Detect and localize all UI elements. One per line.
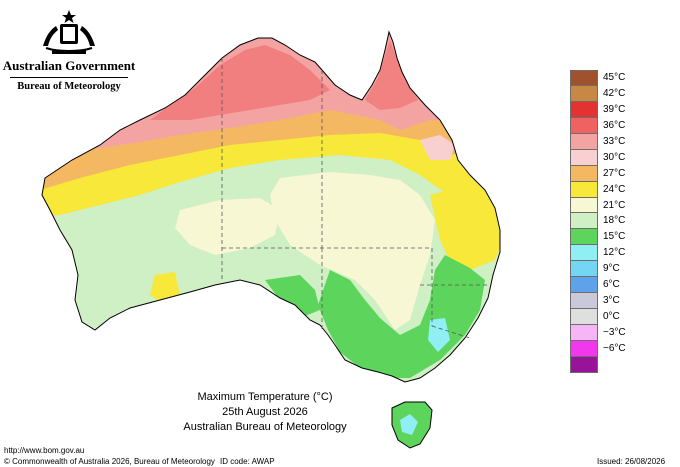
government-name: Australian Government: [2, 58, 136, 73]
legend-swatch: [570, 197, 598, 214]
legend-swatch: [570, 309, 598, 325]
legend-swatch: [570, 165, 598, 182]
legend-item: −6°C: [570, 340, 630, 357]
legend-label: −6°C: [603, 342, 626, 354]
legend-swatch: [570, 133, 598, 150]
legend-label: 15°C: [603, 231, 626, 243]
legend-swatch: [570, 101, 598, 118]
footer-copyright: © Commonwealth of Australia 2026, Bureau…: [4, 457, 215, 466]
legend-swatch: [570, 213, 598, 230]
legend-label: 6°C: [603, 279, 620, 291]
legend-swatch: [570, 356, 598, 373]
legend-label: 18°C: [603, 215, 626, 227]
legend-item: −3°C: [570, 325, 630, 341]
map-title: Maximum Temperature (°C): [197, 391, 333, 403]
bureau-name: Bureau of Meteorology: [17, 81, 121, 92]
legend-item: 42°C: [570, 85, 630, 102]
legend-swatch: [570, 340, 598, 357]
legend-item: 18°C: [570, 213, 630, 230]
legend-item: [570, 356, 630, 373]
legend-item: 6°C: [570, 277, 630, 294]
map-source: Australian Bureau of Meteorology: [183, 421, 347, 433]
logo-divider: [10, 77, 128, 78]
tasmania: [391, 401, 433, 449]
legend-item: 15°C: [570, 229, 630, 246]
legend-label: 42°C: [603, 87, 626, 99]
legend-swatch: [570, 261, 598, 278]
government-logo: Australian Government Bureau of Meteorol…: [0, 8, 138, 92]
legend-item: 36°C: [570, 117, 630, 134]
legend-label: 24°C: [603, 183, 626, 195]
legend-item: 9°C: [570, 261, 630, 278]
legend-label: 39°C: [603, 103, 626, 115]
legend-label: 12°C: [603, 247, 626, 259]
legend-swatch: [570, 277, 598, 294]
legend-swatch: [570, 70, 598, 86]
legend-label: 45°C: [603, 72, 626, 83]
coat-of-arms-icon: [43, 10, 95, 54]
legend-label: 27°C: [603, 167, 626, 179]
legend-swatch: [570, 181, 598, 198]
legend-label: 33°C: [603, 135, 626, 147]
legend-item: 33°C: [570, 133, 630, 150]
legend-item: 45°C: [570, 70, 630, 86]
legend-item: 27°C: [570, 165, 630, 182]
legend-label: 9°C: [603, 263, 620, 275]
legend-swatch: [570, 229, 598, 246]
footer-issued: Issued: 26/08/2026: [597, 457, 666, 466]
legend-label: −3°C: [603, 327, 626, 338]
legend-label: 30°C: [603, 151, 626, 163]
legend-label: 3°C: [603, 295, 620, 307]
legend-swatch: [570, 117, 598, 134]
legend-item: 39°C: [570, 101, 630, 118]
temperature-legend: 45°C 42°C 39°C 36°C 33°C 30°C 27°C 24°C 21°C 18°C…: [570, 70, 630, 373]
state-borders: [221, 58, 488, 339]
footer-id-code: ID code: AWAP: [220, 457, 275, 466]
legend-swatch: [570, 325, 598, 341]
legend-swatch: [570, 245, 598, 262]
legend-swatch: [570, 293, 598, 310]
footer-url[interactable]: http://www.bom.gov.au: [4, 446, 85, 455]
legend-item: 12°C: [570, 245, 630, 262]
legend-swatch: [570, 149, 598, 166]
legend-item: 3°C: [570, 293, 630, 310]
legend-item: 30°C: [570, 149, 630, 166]
map-title-block: Maximum Temperature (°C) 25th August 202…: [145, 390, 385, 435]
legend-item: 0°C: [570, 309, 630, 325]
legend-item: 21°C: [570, 197, 630, 214]
legend-label: 0°C: [603, 311, 620, 323]
legend-item: 24°C: [570, 181, 630, 198]
map-date: 25th August 2026: [222, 406, 308, 418]
legend-label: 21°C: [603, 199, 626, 211]
legend-label: 36°C: [603, 119, 626, 131]
legend-swatch: [570, 85, 598, 102]
